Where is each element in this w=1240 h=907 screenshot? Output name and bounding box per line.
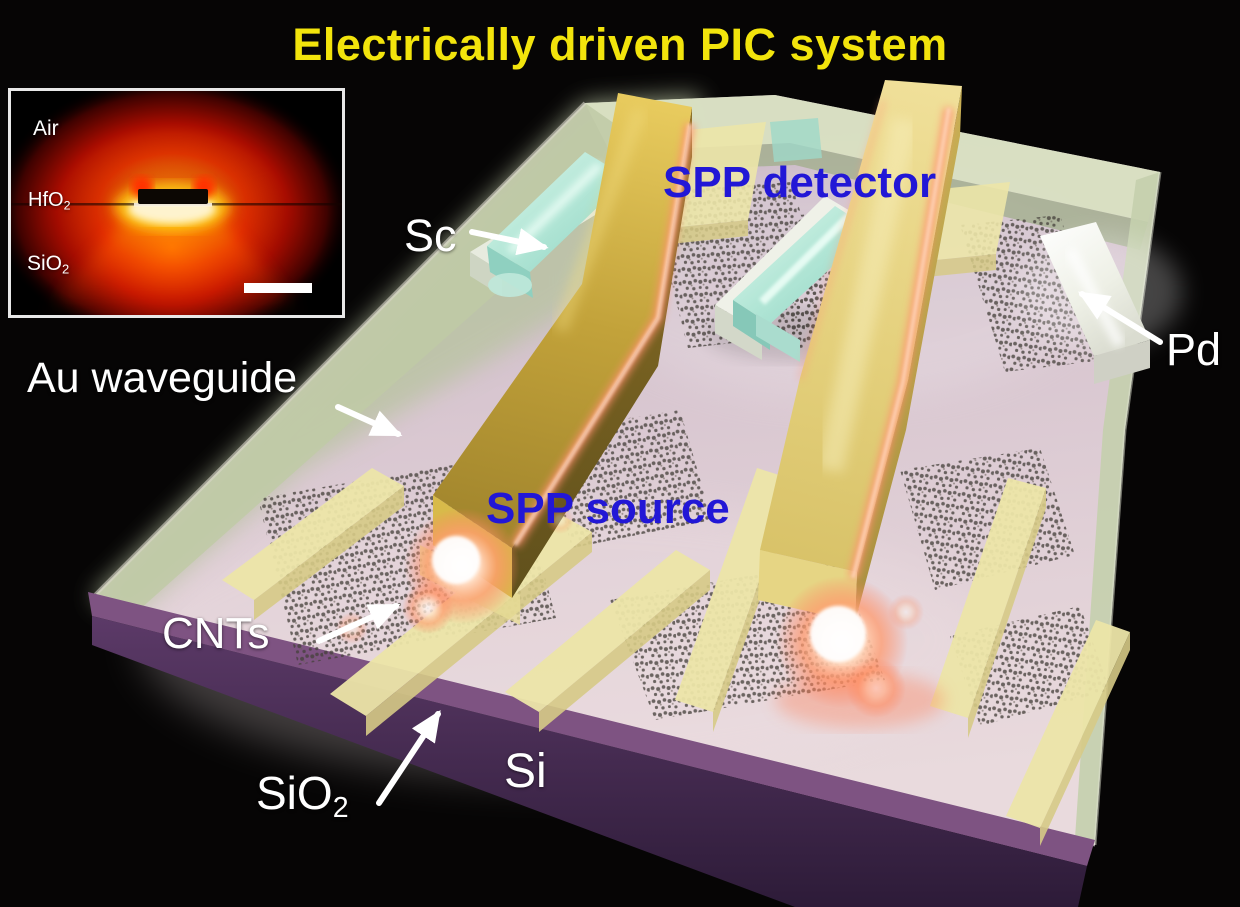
label-sc: Sc	[404, 210, 457, 261]
inset-label-sio2: SiO2	[27, 252, 70, 277]
spp-glow	[336, 99, 954, 728]
label-pd: Pd	[1166, 324, 1222, 375]
sio2-arrow	[376, 709, 441, 806]
label-spp-source: SPP source	[486, 484, 730, 533]
mode-profile-inset	[8, 88, 345, 318]
sc-sliver-back	[770, 118, 822, 162]
pd-arrow	[1077, 291, 1163, 345]
metal-stripe-cross-section	[138, 189, 208, 204]
gold-pad	[1006, 620, 1130, 846]
gold-pad	[505, 550, 710, 732]
label-au-waveguide: Au waveguide	[27, 354, 298, 402]
scale-bar	[244, 283, 312, 293]
inset-label-hfo2: HfO2	[28, 189, 71, 213]
annotation-arrows	[316, 228, 1163, 806]
sc-arrow	[469, 228, 549, 256]
label-sio2: SiO2	[256, 767, 349, 824]
gold-pad	[222, 468, 404, 620]
inset-label-air: Air	[33, 117, 59, 140]
inset-border	[8, 88, 345, 318]
figure-title: Electrically driven PIC system	[292, 19, 948, 70]
label-cnts: CNTs	[162, 609, 270, 658]
cnts-arrow	[316, 603, 401, 644]
au-waveguide-arrow	[335, 404, 403, 437]
label-si: Si	[504, 745, 547, 798]
gold-pad	[930, 478, 1046, 738]
gold-pad	[670, 122, 766, 244]
label-spp-detector: SPP detector	[663, 158, 937, 207]
